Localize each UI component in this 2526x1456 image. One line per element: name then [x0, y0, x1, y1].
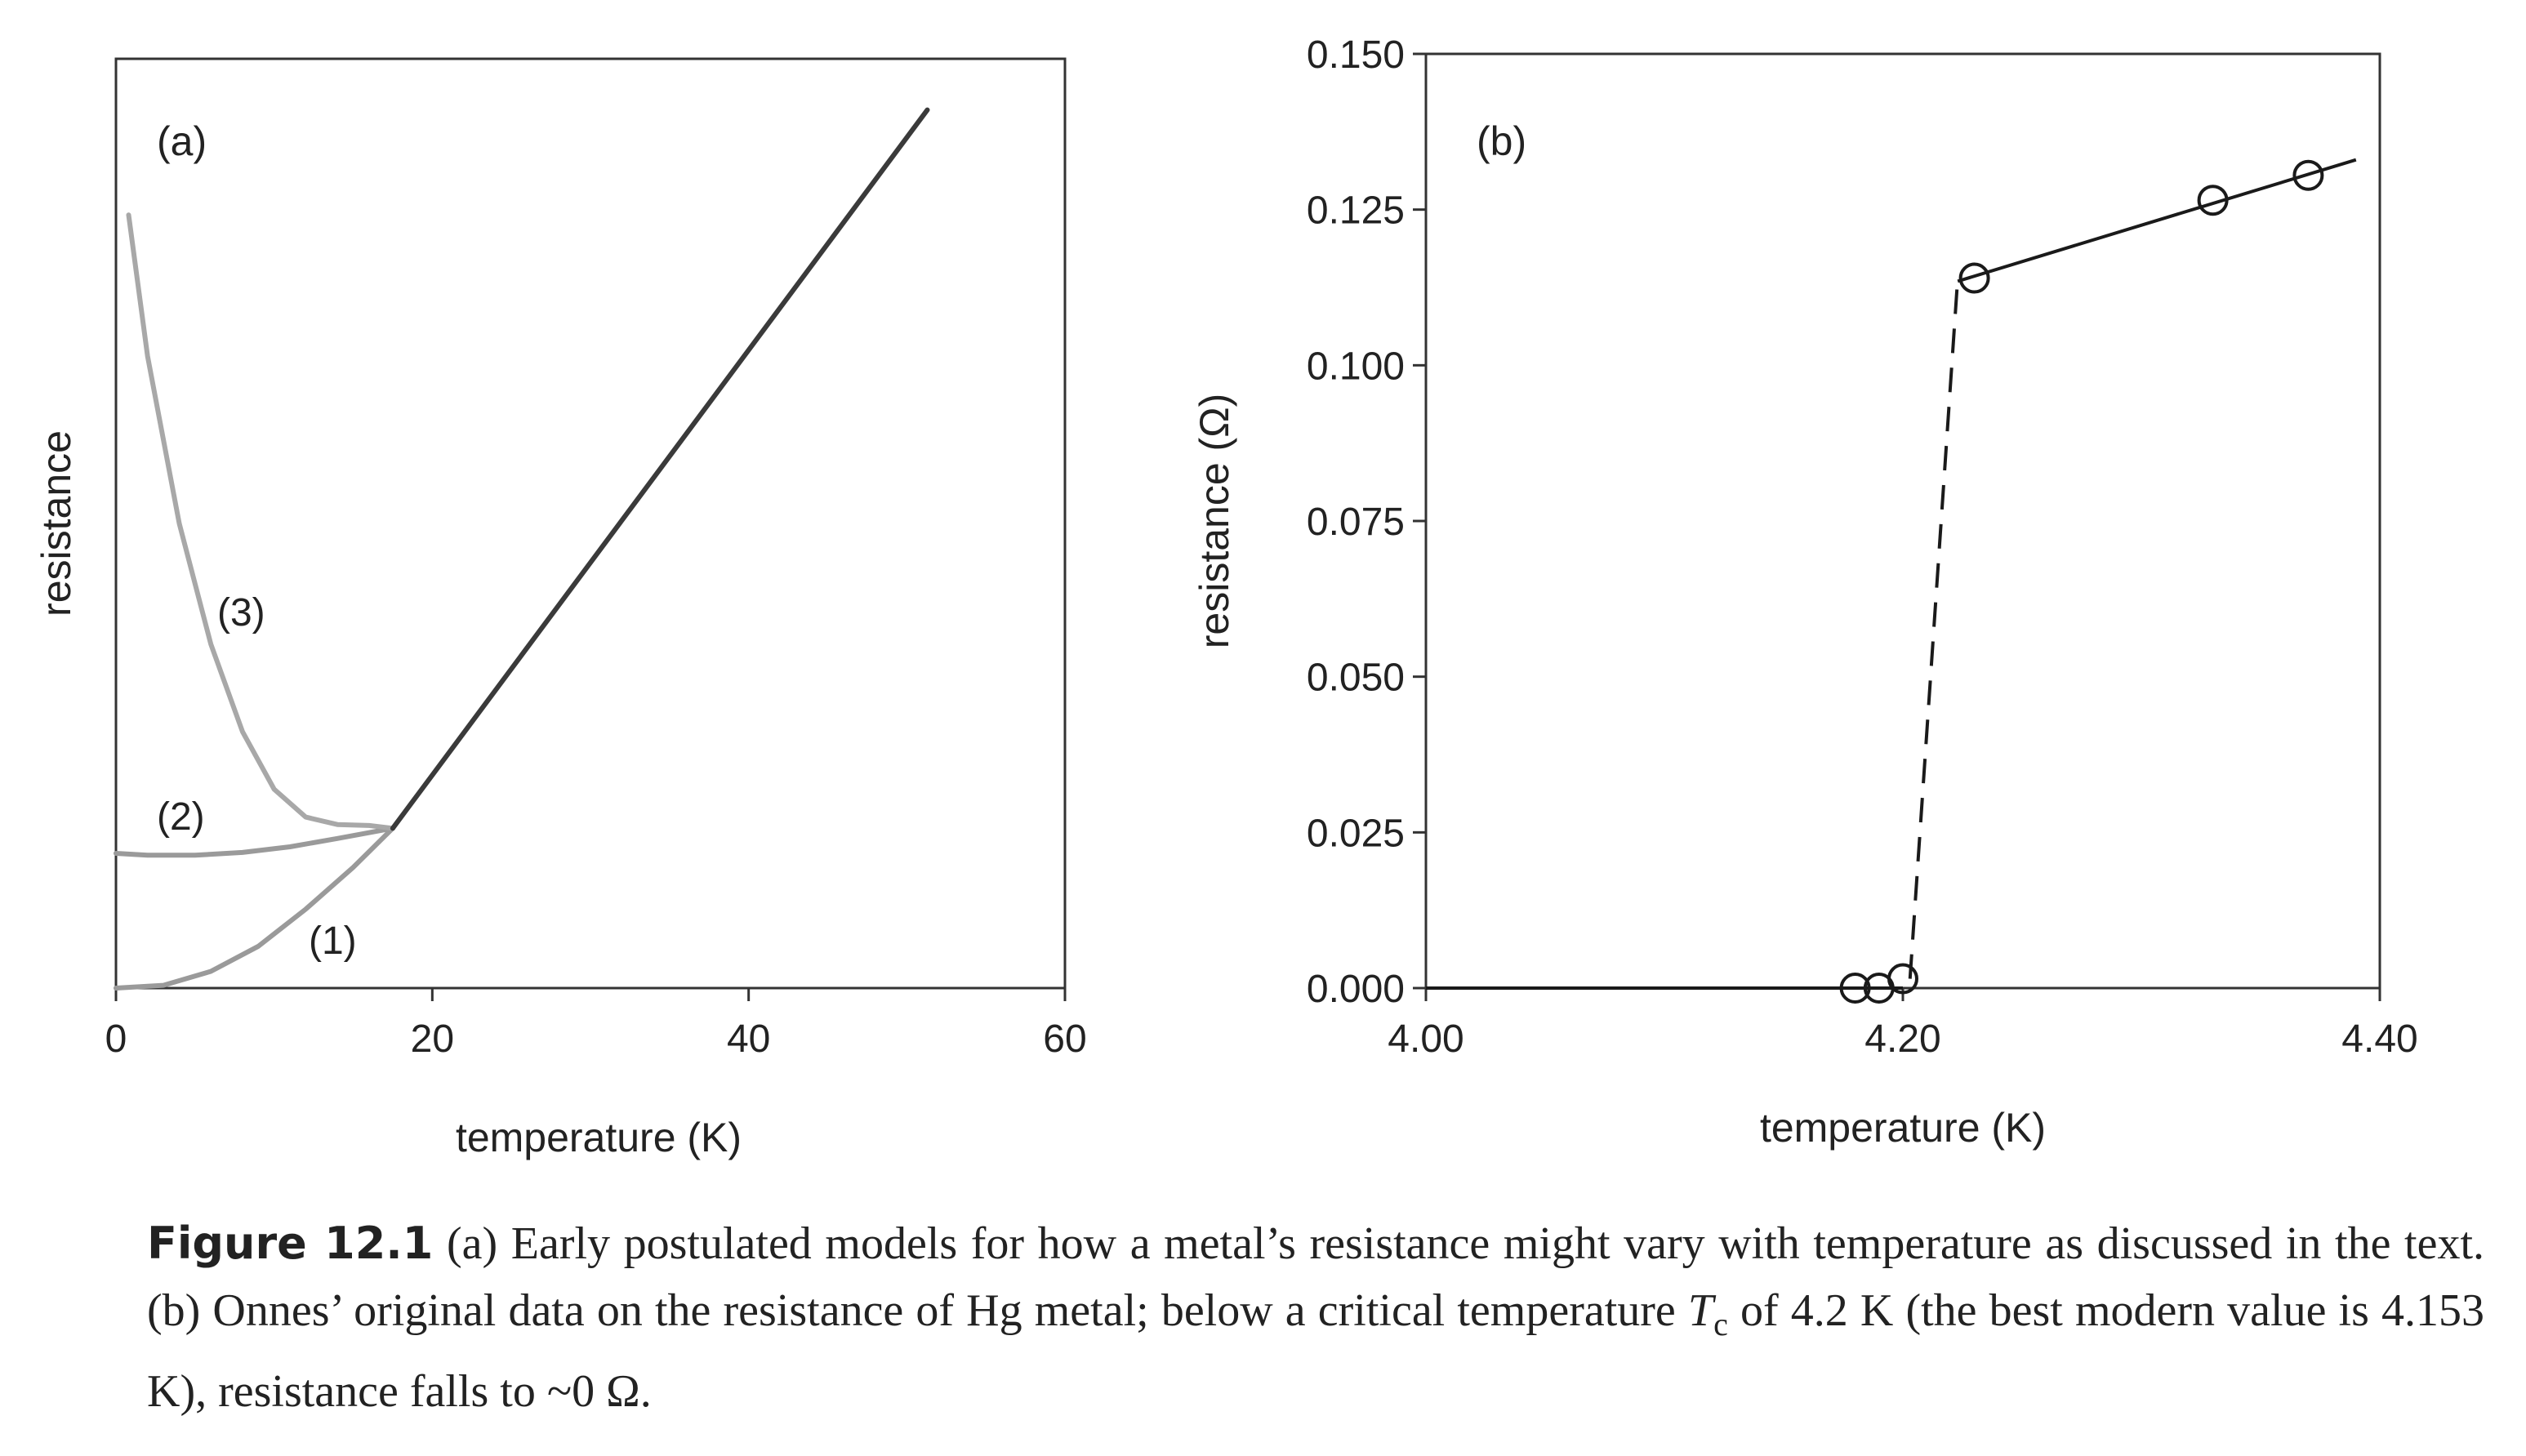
panel-b-y-tick-label: 0.150: [1307, 33, 1405, 77]
panel-b-y-tick-label: 0.125: [1307, 189, 1405, 233]
panel-b: (b) temperature (K) resistance (Ω) 4.00 4…: [1192, 33, 2418, 1151]
caption-tc-symbol: T: [1687, 1285, 1714, 1336]
curve-label-2: (2): [157, 795, 205, 839]
panel-a-series-line-2: [114, 826, 395, 858]
panel-b-y-tick-label: 0.075: [1307, 501, 1405, 544]
panel-b-points: [1839, 159, 2324, 1004]
panel-b-label: (b): [1477, 118, 1526, 164]
panel-b-y-tick-label: 0.025: [1307, 812, 1405, 855]
panel-b-x-tick-label: 4.20: [1864, 1017, 1940, 1061]
panel-a-series-line-3: [126, 212, 395, 831]
caption-tc-subscript: c: [1713, 1306, 1728, 1343]
panel-b-data-point: [2292, 159, 2324, 191]
panel-a-series: [114, 107, 930, 991]
panel-b-data-point: [1839, 973, 1871, 1004]
panel-b-data-point: [1887, 963, 1918, 995]
panel-a-xlabel: temperature (K): [456, 1115, 742, 1160]
panel-a-x-tick-label: 0: [105, 1017, 127, 1061]
panel-a-ylabel: resistance: [33, 430, 79, 617]
figure-charts: (a) temperature (K) resistance 0 20 40 60 (…: [33, 33, 2418, 1160]
panel-b-ylabel: resistance (Ω): [1192, 394, 1237, 648]
panel-a-x-ticks: 0 20 40 60: [105, 988, 1087, 1061]
panel-b-normal-state-line: [1957, 158, 2357, 283]
panel-b-lines: [1426, 158, 2357, 990]
panel-b-y-tick-label: 0.050: [1307, 657, 1405, 700]
panel-a-series-line-1: [114, 826, 395, 991]
panel-b-data-point: [1958, 262, 1990, 294]
panel-b-y-tick-label: 0.100: [1307, 345, 1405, 388]
panel-a-x-tick-label: 40: [727, 1017, 770, 1061]
panel-b-xlabel: temperature (K): [1760, 1105, 2046, 1151]
caption-text-2: of 4.2 K (the best modern value is 4.153…: [147, 1285, 2485, 1418]
panel-b-frame: [1424, 52, 2381, 990]
panel-b-x-tick-label: 4.00: [1388, 1017, 1463, 1061]
curve-label-1: (1): [309, 919, 357, 963]
panel-b-data-point: [2197, 185, 2229, 216]
caption-tc: Tc: [1687, 1285, 1728, 1342]
panel-a: (a) temperature (K) resistance 0 20 40 60 (…: [33, 57, 1087, 1160]
panel-a-x-tick-label: 60: [1043, 1017, 1086, 1061]
panel-a-frame: [114, 57, 1067, 990]
panel-b-transition-dashed-line: [1908, 278, 1960, 979]
panel-a-series-line-4: [390, 107, 930, 831]
panel-b-x-tick-label: 4.40: [2341, 1017, 2417, 1061]
figure-caption: Figure 12.1 (a) Early postulated models …: [147, 1210, 2484, 1425]
panel-a-label: (a): [157, 118, 207, 164]
curve-label-3: (3): [217, 591, 265, 634]
caption-text-1: (a) Early postulated models for how a me…: [147, 1218, 2484, 1336]
panel-b-y-tick-label: 0.000: [1307, 968, 1405, 1011]
panel-b-ticks: 4.00 4.20 4.40 0.000 0.025 0.050 0.075 0.100 0.1…: [1307, 33, 2418, 1061]
panel-a-x-tick-label: 20: [411, 1017, 454, 1061]
caption-figure-number: Figure 12.1: [147, 1218, 434, 1269]
